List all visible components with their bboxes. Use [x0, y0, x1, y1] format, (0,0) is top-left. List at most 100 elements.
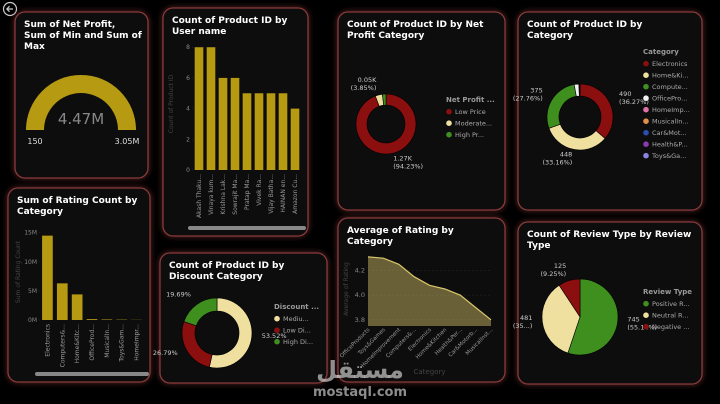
legend-title: Discount ...	[274, 303, 319, 311]
legend-label: Neutral R...	[652, 312, 689, 320]
x-tick-label: Vivek Ra...	[256, 174, 263, 206]
x-tick-label: Home&Kitc...	[74, 324, 81, 363]
chart-title: Sum of Rating Count by Category	[17, 196, 137, 217]
legend-label: Low Di...	[283, 327, 311, 335]
chart-title: Count of Review Type by Review Type	[527, 230, 691, 251]
back-button[interactable]	[2, 1, 18, 17]
chart-card: Count of Product ID by User name 0 2 4 6 8 Coun…	[162, 7, 309, 237]
card-frame	[14, 11, 149, 179]
slice	[208, 297, 253, 369]
legend-label: Positive R...	[652, 300, 690, 308]
legend-marker	[643, 106, 649, 113]
x-tick-label: Electronics	[44, 324, 51, 357]
x-tick-label: Vijay Batha...	[268, 174, 275, 214]
y-axis-title: Count of Product ID	[168, 74, 175, 133]
bar	[56, 283, 68, 320]
chart-card: Sum of Rating Count by Category 0M 5M 10M 15M…	[7, 187, 151, 383]
bar	[86, 319, 98, 320]
legend-label: Moderate...	[455, 120, 492, 128]
chart-card: Count of Product ID by Net Profit Categor…	[337, 11, 506, 211]
legend-label: Low Price	[455, 108, 486, 116]
bar	[71, 294, 83, 320]
data-label: 0.05K (3.85%)	[351, 76, 377, 92]
legend-marker	[643, 95, 649, 101]
legend-marker	[446, 120, 452, 126]
data-label: 26.79%	[153, 349, 178, 357]
bar	[42, 235, 53, 320]
legend-title: Net Profit ...	[446, 96, 495, 104]
slice	[567, 278, 619, 356]
bar	[101, 319, 113, 320]
legend-label: Home&Ki...	[652, 72, 689, 80]
y-tick-label: 6	[186, 75, 190, 82]
chart-title: Sum of Net Profit, Sum of Min and Sum of M…	[24, 20, 142, 52]
y-tick-label: 4.0	[355, 291, 365, 299]
data-label: 53.52%	[262, 332, 287, 340]
y-tick-label: 0	[186, 167, 190, 174]
chart-card: Average of Rating by Category3.84.04.2Off…	[337, 217, 506, 383]
legend-marker	[643, 118, 649, 124]
legend-label: Compute...	[652, 83, 688, 91]
legend-marker	[643, 60, 649, 67]
legend-marker	[643, 323, 649, 330]
bar	[254, 93, 264, 170]
bar	[230, 77, 240, 170]
data-label: 481 (35...)	[513, 314, 533, 330]
area	[368, 256, 491, 326]
slice	[541, 284, 581, 354]
legend-label: Negative ...	[652, 323, 689, 331]
y-tick-label: 5M	[28, 288, 37, 295]
x-tick-label: Computers&...	[59, 324, 66, 367]
data-label: 125 (9.25%)	[541, 262, 567, 278]
x-tick-label: Amazon Cu...	[292, 174, 299, 214]
chart-card: Count of Review Type by Review Type 745 (55…	[513, 221, 703, 385]
line	[367, 256, 492, 321]
y-tick-label: 3.8	[355, 316, 365, 324]
x-tick-label: Sowrajit Ma...	[232, 174, 239, 215]
scrollbar	[35, 372, 149, 376]
watermark-name: مستقل	[316, 356, 404, 384]
x-tick-label: Pratap Ma...	[244, 174, 251, 210]
legend-label: OfficePro...	[652, 95, 687, 103]
legend-title: Review Type	[643, 288, 692, 296]
chart-card: Count of Product ID by Discount Category 5…	[153, 252, 328, 384]
legend-marker	[274, 315, 280, 322]
bar	[290, 108, 300, 170]
x-tick-label: Vinaya kum...	[208, 174, 215, 215]
bar	[194, 47, 204, 170]
legend-marker	[643, 141, 649, 147]
bar	[278, 93, 288, 170]
gauge-fill	[26, 75, 136, 130]
data-label: 19.69%	[166, 290, 191, 298]
bar	[218, 77, 228, 170]
chart-card: Count of Product ID by Category 490 (36.27%…	[513, 11, 703, 211]
chart-title: Count of Product ID by User name	[172, 16, 288, 37]
scrollbar	[188, 226, 306, 230]
gauge-value: 4.47M	[58, 110, 104, 128]
legend-label: HomeImp...	[652, 106, 690, 114]
data-label: 375 (27.76%)	[513, 87, 543, 103]
y-axis-title: Average of Rating	[343, 262, 350, 316]
y-tick-label: 15M	[24, 230, 37, 237]
x-tick-label: HAINAN en...	[280, 174, 287, 213]
x-tick-label: MusicalIn...	[104, 324, 111, 358]
bar	[266, 93, 276, 170]
y-tick-label: 0M	[28, 317, 37, 324]
legend-label: Toys&Ga...	[651, 152, 686, 160]
gauge-max: 3.05M	[115, 137, 140, 146]
legend-title: Category	[643, 48, 679, 56]
legend-marker	[643, 129, 649, 136]
chart-title: Count of Product ID by Discount Category	[169, 261, 285, 282]
data-label: 745 (55.14%)	[627, 316, 657, 332]
data-label: 448 (33.16%)	[542, 150, 572, 166]
legend-marker	[446, 108, 452, 115]
data-label: 1.27K (94.23%)	[393, 154, 423, 170]
slice	[355, 93, 417, 155]
legend-marker	[643, 300, 649, 307]
legend-marker	[274, 338, 280, 345]
chart-title: Count of Product ID by Category	[527, 20, 643, 41]
legend-marker	[643, 312, 649, 318]
x-tick-label: OfficeProd...	[89, 324, 96, 361]
chart-card: Sum of Net Profit, Sum of Min and Sum of M…	[14, 11, 149, 179]
